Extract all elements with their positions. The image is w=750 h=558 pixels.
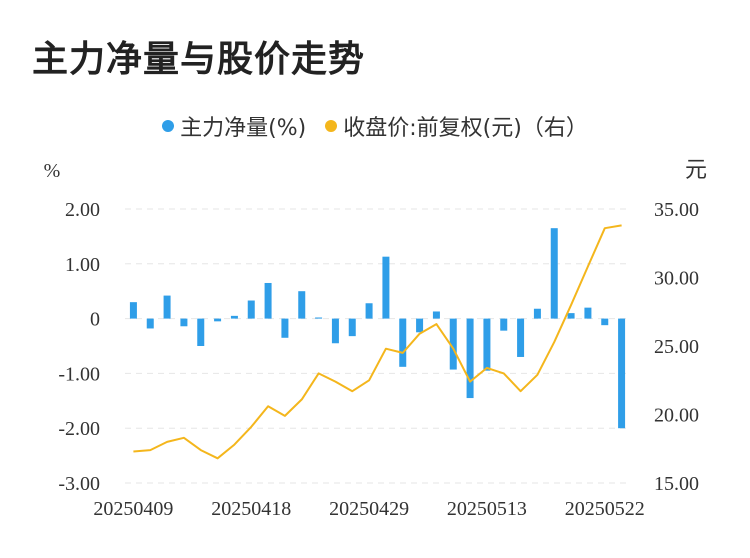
net-flow-bar[interactable] (550, 228, 558, 319)
net-flow-bar[interactable] (449, 318, 457, 370)
legend-item-net-flow[interactable]: 主力净量(%) (162, 110, 306, 142)
net-flow-bar[interactable] (601, 318, 609, 326)
legend-dot-close-price (325, 120, 338, 132)
net-flow-bar[interactable] (382, 256, 390, 319)
net-flow-bar[interactable] (197, 318, 205, 346)
net-flow-bar[interactable] (298, 291, 306, 319)
net-flow-bar[interactable] (214, 318, 222, 322)
right-axis-unit: 元 (685, 158, 707, 183)
net-flow-bar[interactable] (348, 318, 356, 337)
left-tick-label: 0 (90, 309, 100, 331)
net-flow-bar[interactable] (517, 318, 525, 357)
net-flow-bar[interactable] (129, 302, 137, 319)
net-flow-bar[interactable] (399, 318, 407, 367)
net-flow-bar[interactable] (365, 303, 373, 319)
net-flow-bar[interactable] (264, 282, 272, 319)
net-flow-bar[interactable] (500, 318, 508, 331)
net-flow-bar[interactable] (146, 318, 154, 329)
left-tick-label: -3.00 (58, 473, 100, 495)
right-tick-label: 30.00 (654, 268, 699, 290)
net-flow-bar[interactable] (416, 318, 424, 333)
net-flow-bar[interactable] (180, 318, 188, 327)
net-flow-bar[interactable] (315, 317, 323, 319)
left-tick-label: -2.00 (58, 418, 100, 440)
right-tick-label: 15.00 (654, 473, 699, 495)
legend-label-net-flow: 主力净量(%) (180, 116, 307, 141)
net-flow-bar[interactable] (331, 318, 339, 344)
net-flow-bar[interactable] (584, 307, 592, 319)
net-flow-bar[interactable] (281, 318, 289, 338)
legend-item-close-price[interactable]: 收盘价:前复权(元)（右） (325, 110, 588, 142)
legend-dot-net-flow (162, 120, 175, 132)
net-flow-bar[interactable] (432, 311, 440, 319)
x-tick-label: 20250418 (211, 498, 291, 520)
net-flow-bar[interactable] (483, 318, 491, 371)
net-flow-bar[interactable] (247, 300, 255, 319)
net-flow-bar[interactable] (567, 313, 575, 319)
net-flow-bar[interactable] (533, 308, 541, 319)
right-tick-label: 20.00 (654, 405, 699, 427)
left-tick-label: 2.00 (65, 199, 100, 221)
x-tick-label: 20250522 (565, 498, 645, 520)
net-flow-bar[interactable] (230, 315, 238, 319)
right-tick-label: 25.00 (654, 336, 699, 358)
x-tick-label: 20250513 (447, 498, 527, 520)
net-flow-bar[interactable] (163, 295, 171, 319)
x-tick-label: 20250429 (329, 498, 409, 520)
net-flow-bar[interactable] (466, 318, 474, 399)
right-tick-label: 35.00 (654, 199, 699, 221)
left-tick-label: -1.00 (58, 363, 100, 385)
net-flow-bar[interactable] (618, 318, 626, 429)
legend-label-close-price: 收盘价:前复权(元)（右） (343, 116, 588, 141)
chart-title: 主力净量与股价走势 (32, 39, 366, 80)
x-tick-label: 20250409 (93, 498, 173, 520)
left-tick-label: 1.00 (65, 254, 100, 276)
close-price-line[interactable] (133, 224, 622, 460)
left-axis-unit: % (44, 160, 61, 182)
legend: 主力净量(%) 收盘价:前复权(元)（右） (0, 110, 750, 142)
